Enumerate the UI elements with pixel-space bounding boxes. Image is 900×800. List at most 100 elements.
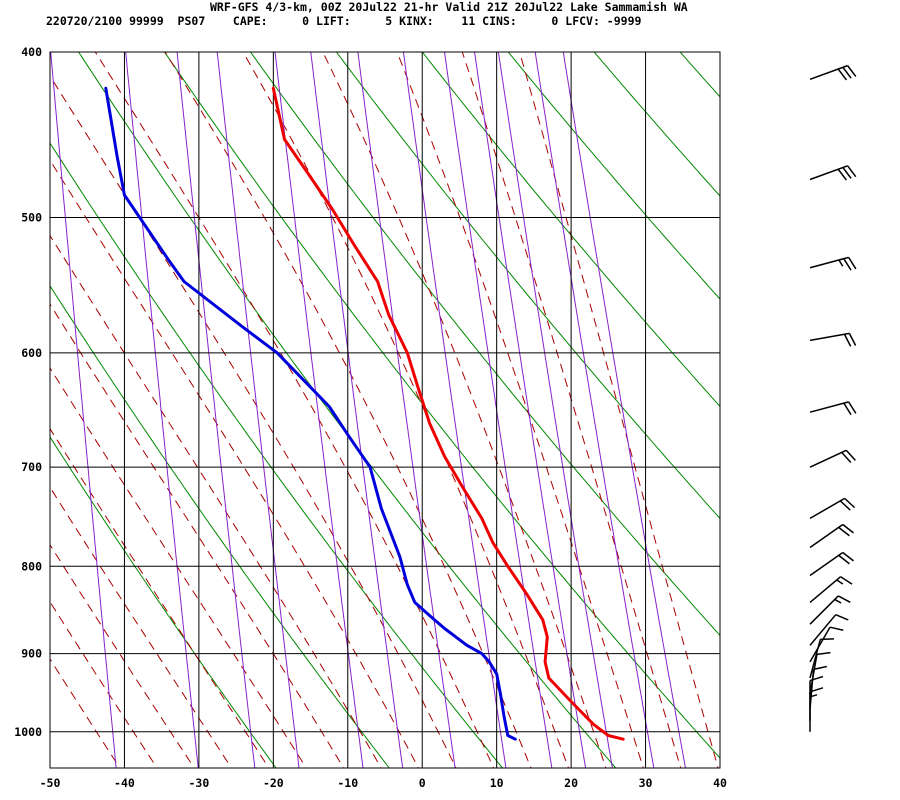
wind-barb-flag [839,500,851,511]
wind-barb-staff [809,551,844,577]
wind-barb-flag [829,626,844,631]
moist-adiabat [50,234,382,768]
moist-adiabat [242,52,570,768]
wind-barb-flag [842,66,852,79]
moist-adiabat [396,52,644,768]
wind-barb-flag [837,68,847,81]
y-tick-label: 500 [21,211,42,225]
wind-barb-flag [848,401,857,414]
x-tick-label: 40 [713,776,727,790]
wind-barb [809,332,857,347]
wind-barb-half-flag [809,694,818,698]
dry-adiabat [249,52,720,637]
moist-adiabat [94,52,495,768]
wind-barb [809,497,856,520]
dry-adiabat [50,436,277,768]
wind-barb-staff [809,576,842,604]
mixing-ratio-line [402,52,507,768]
wind-barb [809,614,849,646]
wind-barb-flag [838,526,850,537]
wind-barb [809,165,857,181]
wind-barb-flag [842,523,854,534]
wind-barb-flag [844,497,856,509]
y-tick-label: 900 [21,647,42,661]
dry-adiabat [507,52,720,300]
header-title: WRF-GFS 4/3-km, 00Z 20Jul22 21-hr Valid … [210,0,688,14]
grid [49,51,721,769]
mixing-ratio-line [357,52,456,768]
x-tick-label: 0 [419,776,426,790]
wind-barb-flag [843,402,852,416]
dry-adiabat [50,142,504,768]
wind-barb-staff [809,332,850,342]
mixing-ratio-line [216,52,300,768]
moist-adiabat [50,600,158,768]
mixing-ratio-line [443,52,553,768]
wind-barb-flag [837,168,847,181]
wind-barb-staff [809,639,822,679]
wind-barb [809,256,857,271]
wind-barb [809,401,857,416]
y-tick-label: 1000 [14,725,42,739]
wind-barb-flag [843,333,852,347]
axis-ticks: -50 -40 -30 -20 -10 0 10 20 30 40 400 500 600 700 800 9… [14,45,727,790]
dry-adiabat [163,52,720,759]
wind-barb-flag [838,554,850,565]
wind-barb-staff [809,626,831,663]
wind-barb-staff [809,165,848,181]
wind-barb-flag [841,451,852,463]
wind-barb-staff [809,614,837,646]
mixing-ratio-line [534,52,655,768]
wind-barb-staff [809,595,839,625]
dry-adiabat [679,52,720,98]
wind-barb-staff [809,523,844,549]
moist-adiabat [50,427,270,768]
dry-adiabat [50,284,390,768]
x-tick-label: -50 [40,776,61,790]
wind-barb-flag [846,165,857,178]
moist-adiabat [322,52,607,768]
moist-adiabat [50,303,345,768]
mixing-ratio-line [562,52,687,768]
wind-barb-half-flag [836,579,844,585]
y-tick-label: 800 [21,559,42,573]
moist-adiabat [50,159,420,768]
wind-barb [809,551,854,577]
x-tick-label: -10 [337,776,358,790]
wind-barb-flag [848,256,857,270]
wind-barb-staff [809,256,849,269]
dry-adiabat [78,52,617,768]
moist-adiabat [50,486,233,768]
mixing-ratio-line [125,52,199,768]
dry-adiabat [421,52,720,408]
y-tick-label: 700 [21,460,42,474]
wind-barb-flag [842,167,852,179]
wind-barb-staff [809,401,849,413]
wind-barb [809,687,824,732]
header-indices: 220720/2100 99999 PS07 CAPE: 0 LIFT: 5 K… [46,14,642,28]
plot-frame [49,51,721,769]
moist-adiabat [50,543,195,768]
dry-adiabat [335,52,720,520]
profiles [104,86,625,741]
wind-barb [809,638,834,679]
moist-adiabat [50,74,457,768]
wind-barbs [809,64,857,732]
wind-barb-half-flag [838,259,844,267]
wind-barb-flag [846,65,857,77]
temperature-profile [271,86,625,741]
y-tick-label: 400 [21,45,42,59]
wind-barb-flag [840,576,853,585]
wind-barb-flag [843,258,852,271]
y-tick-label: 600 [21,346,42,360]
wind-barb [809,665,827,710]
x-tick-label: 20 [564,776,578,790]
wind-barb-half-flag [834,598,842,604]
wind-barb-staff [809,64,848,81]
x-tick-label: 10 [490,776,504,790]
wind-barb-flag [848,333,857,346]
background-lines [50,52,720,768]
mixing-ratio-line [473,52,587,768]
x-tick-label: 30 [639,776,653,790]
